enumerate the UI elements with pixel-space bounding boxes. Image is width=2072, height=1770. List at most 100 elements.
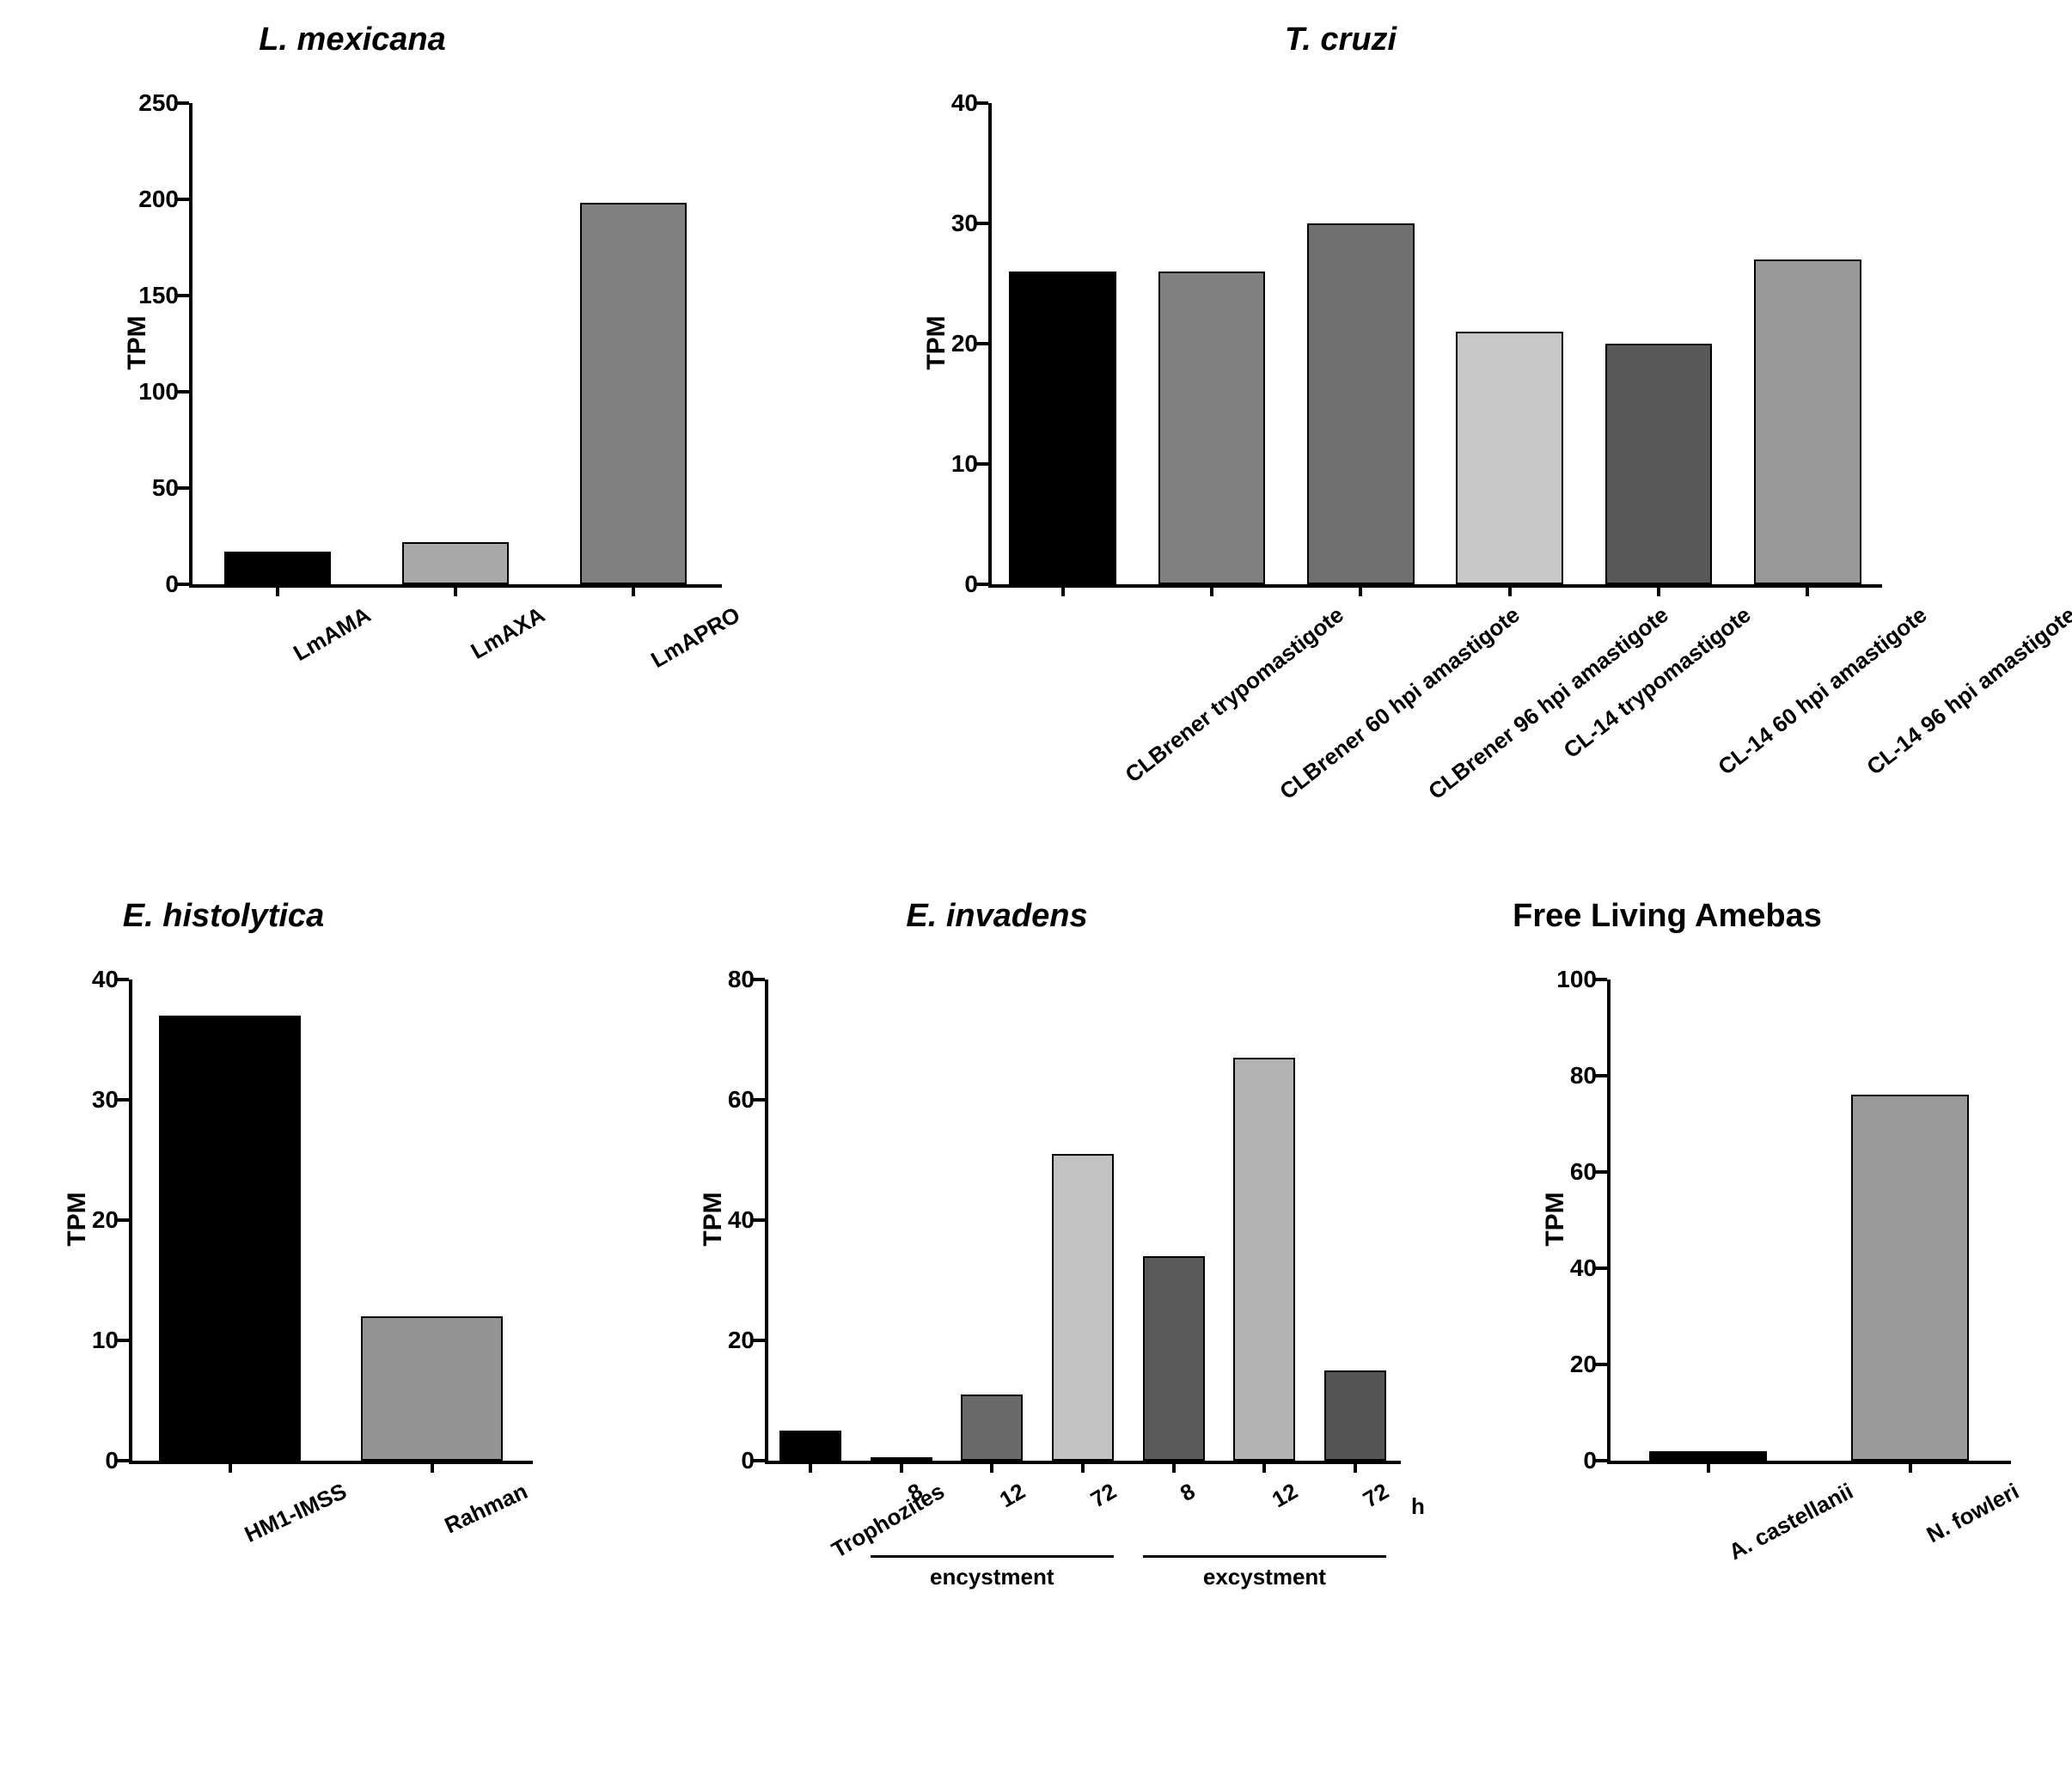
bar	[224, 552, 331, 584]
panel-lmexicana: L. mexicana 050100150200250TPMLmAMALmAXAL…	[52, 17, 791, 894]
x-tick-label: 72	[1086, 1478, 1122, 1513]
panel-title-freeliving: Free Living Amebas	[1513, 898, 1822, 935]
y-tick-label: 100	[1556, 966, 1607, 993]
x-group-line	[1143, 1555, 1386, 1558]
x-tick-mark	[1508, 584, 1512, 596]
bar	[1009, 272, 1116, 584]
x-axis-line	[129, 1461, 533, 1464]
x-tick-mark	[1707, 1461, 1710, 1473]
x-group-line	[871, 1555, 1114, 1558]
x-group-label: excystment	[1203, 1564, 1326, 1590]
x-tick-label: HM1-IMSS	[240, 1478, 350, 1548]
x-tick-mark	[809, 1461, 812, 1473]
x-tick-mark	[229, 1461, 232, 1473]
x-tick-mark	[632, 584, 635, 596]
y-tick-label: 250	[138, 89, 189, 117]
y-axis-title: TPM	[123, 291, 152, 394]
bar	[1851, 1095, 1968, 1461]
y-tick-label: 80	[1570, 1062, 1607, 1089]
x-tick-mark	[431, 1461, 434, 1473]
panel-title-ehistolytica: E. histolytica	[123, 898, 324, 935]
x-tick-mark	[900, 1461, 903, 1473]
panel-ehistolytica: E. histolytica010203040TPMHM1-IMSSRahman	[0, 894, 602, 1770]
bar	[961, 1395, 1023, 1461]
x-tick-mark	[1081, 1461, 1085, 1473]
x-axis-line	[1607, 1461, 2011, 1464]
x-tick-mark	[276, 584, 279, 596]
bar	[1324, 1370, 1386, 1461]
y-tick-label: 30	[92, 1086, 129, 1114]
plot-area-ehistolytica: 010203040TPMHM1-IMSSRahman	[129, 980, 533, 1461]
bar	[1158, 272, 1266, 584]
bar	[159, 1016, 301, 1461]
y-tick-label: 0	[741, 1447, 765, 1474]
y-tick-label: 40	[951, 89, 988, 117]
panel-einvadens: E. invadens020406080TPMTrophozites812728…	[653, 894, 1470, 1770]
y-axis-title: TPM	[1541, 1168, 1570, 1271]
panel-tcruzi: T. cruzi010203040TPMCLBrener trypomastig…	[877, 17, 1951, 894]
y-tick-label: 10	[92, 1327, 129, 1354]
y-axis-title: TPM	[699, 1168, 728, 1271]
y-tick-label: 40	[92, 966, 129, 993]
y-axis-line	[189, 103, 193, 588]
x-tick-label: Trophozites	[827, 1478, 949, 1564]
x-tick-mark	[1806, 584, 1809, 596]
x-tick-mark	[1172, 1461, 1176, 1473]
bar	[1605, 344, 1713, 584]
x-tick-mark	[1354, 1461, 1357, 1473]
x-tick-label: LmAXA	[467, 601, 550, 665]
x-axis-line	[988, 584, 1882, 588]
panel-title-einvadens: E. invadens	[906, 898, 1087, 935]
x-tick-label: LmAMA	[289, 601, 376, 667]
x-tick-mark	[1210, 584, 1213, 596]
y-tick-label: 60	[728, 1086, 765, 1114]
x-tick-label: A. castellanii	[1724, 1478, 1857, 1566]
y-tick-label: 200	[138, 186, 189, 213]
figure-root: L. mexicana 050100150200250TPMLmAMALmAXAL…	[0, 0, 2072, 1703]
y-axis-title: TPM	[63, 1168, 92, 1271]
plot-area-freeliving: 020406080100TPMA. castellaniiN. fowleri	[1607, 980, 2011, 1461]
y-tick-label: 40	[1570, 1254, 1607, 1282]
x-tick-label: Rahman	[440, 1478, 531, 1539]
y-axis-line	[765, 980, 768, 1464]
y-tick-label: 0	[1583, 1447, 1607, 1474]
bar	[1307, 223, 1415, 584]
bar	[580, 203, 687, 584]
x-tick-mark	[454, 584, 457, 596]
x-tick-label: N. fowleri	[1922, 1478, 2023, 1548]
bar	[1754, 259, 1861, 584]
x-group-label: encystment	[930, 1564, 1054, 1590]
y-tick-label: 20	[951, 330, 988, 357]
x-tick-mark	[990, 1461, 993, 1473]
x-trailing-label: h	[1411, 1493, 1425, 1520]
y-tick-label: 20	[92, 1206, 129, 1234]
y-axis-line	[988, 103, 992, 588]
x-tick-mark	[1262, 1461, 1266, 1473]
y-tick-label: 0	[105, 1447, 129, 1474]
x-tick-mark	[1061, 584, 1065, 596]
y-tick-label: 0	[165, 571, 189, 598]
y-tick-label: 40	[728, 1206, 765, 1234]
y-axis-line	[129, 980, 132, 1464]
bar	[361, 1316, 503, 1461]
bar	[1052, 1154, 1114, 1461]
y-tick-label: 10	[951, 450, 988, 478]
bar	[1456, 332, 1563, 584]
y-tick-label: 0	[964, 571, 988, 598]
x-tick-label: LmAPRO	[646, 601, 744, 674]
panel-freeliving: Free Living Amebas 020406080100TPMA. cast…	[1478, 894, 2072, 1770]
x-tick-mark	[1359, 584, 1362, 596]
bar	[1233, 1058, 1295, 1461]
x-tick-label: 12	[1268, 1478, 1303, 1513]
bar	[1143, 1256, 1205, 1461]
bar	[1649, 1451, 1766, 1461]
x-tick-label: 12	[995, 1478, 1030, 1513]
y-axis-title: TPM	[922, 291, 951, 394]
x-tick-mark	[1657, 584, 1660, 596]
x-tick-label: 8	[1176, 1478, 1200, 1507]
panel-title-lmexicana: L. mexicana	[259, 21, 446, 58]
x-tick-mark	[1909, 1461, 1912, 1473]
y-tick-label: 60	[1570, 1158, 1607, 1186]
y-tick-label: 80	[728, 966, 765, 993]
plot-area-lmexicana: 050100150200250TPMLmAMALmAXALmAPRO	[189, 103, 722, 584]
